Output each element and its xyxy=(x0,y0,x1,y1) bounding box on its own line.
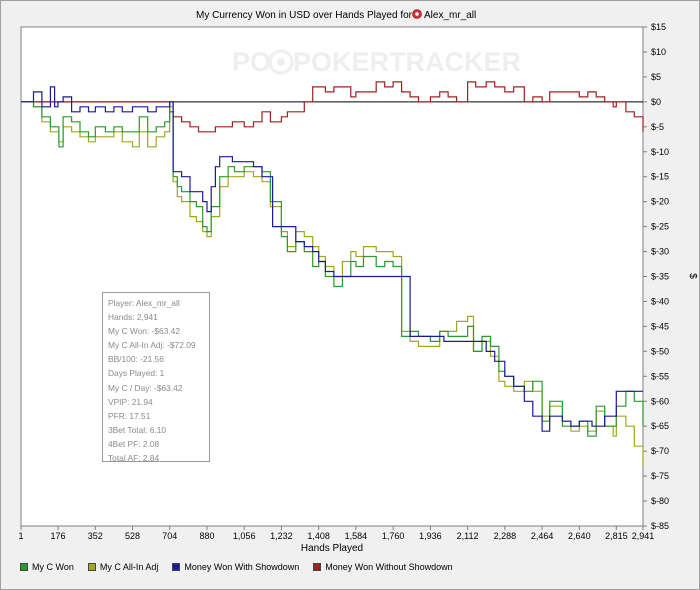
y-tick-label: $-25 xyxy=(651,222,669,232)
chart-player-name: Alex_mr_all xyxy=(424,10,476,21)
axes: $15 $10 $5 $0 $-5 $-10 $-15 $-20 $-25 $-30 $-35 $-4… xyxy=(18,22,669,541)
y-tick-label: $-20 xyxy=(651,197,669,207)
poker-chip-icon xyxy=(268,49,294,75)
x-tick-label: 2,941 xyxy=(632,531,655,541)
legend-item: Money Won Without Showdown xyxy=(313,562,453,572)
series-line-my-c-won xyxy=(21,101,644,437)
y-tick-label: $-30 xyxy=(651,247,669,257)
legend-label: My C All-In Adj xyxy=(99,562,159,572)
y-tick-label: $-10 xyxy=(651,147,669,157)
y-tick-label: $-75 xyxy=(651,471,669,481)
y-tick-label: $-70 xyxy=(651,446,669,456)
stats-line: VPIP: 21.94 xyxy=(108,396,153,407)
stats-line: BB/100: -21.56 xyxy=(108,354,164,365)
y-tick-label: $-5 xyxy=(651,122,664,132)
x-tick-label: 880 xyxy=(199,531,214,541)
y-tick-label: $15 xyxy=(651,22,666,32)
legend-item: My C Won xyxy=(20,562,74,572)
poker-icon xyxy=(412,9,422,19)
legend-label: Money Won Without Showdown xyxy=(325,562,453,572)
y-tick-label: $-85 xyxy=(651,521,669,531)
stats-line: My C Won: -$63.42 xyxy=(108,326,180,337)
x-tick-label: 2,288 xyxy=(494,531,517,541)
x-tick-label: 2,815 xyxy=(605,531,628,541)
x-tick-label: 176 xyxy=(51,531,66,541)
x-tick-label: 1 xyxy=(18,531,23,541)
y-tick-label: $-50 xyxy=(651,346,669,356)
legend-label: My C Won xyxy=(32,562,74,572)
legend: My C Won My C All-In Adj Money Won With Sh… xyxy=(20,559,680,575)
x-tick-label: 352 xyxy=(88,531,103,541)
stats-box: Player: Alex_mr_all Hands: 2,941 My C Won:… xyxy=(102,292,210,464)
stats-line: Total AF: 2.84 xyxy=(108,453,160,464)
stats-line: My C / Day: -$63.42 xyxy=(108,382,183,393)
y-tick-label: $-35 xyxy=(651,272,669,282)
legend-item: My C All-In Adj xyxy=(87,562,159,572)
x-tick-label: 528 xyxy=(125,531,140,541)
x-tick-label: 2,640 xyxy=(568,531,591,541)
y-tick-label: $10 xyxy=(651,47,666,57)
series-layer xyxy=(21,81,644,467)
stats-line: PFR: 17.51 xyxy=(108,410,151,421)
x-tick-label: 1,760 xyxy=(382,531,405,541)
legend-swatch xyxy=(313,563,322,571)
stats-line: Hands: 2,941 xyxy=(108,312,158,323)
legend-swatch xyxy=(20,563,28,571)
chart-title: My Currency Won in USD over Hands Played… xyxy=(196,10,413,21)
series-line-money-won-without-showdown xyxy=(21,81,644,133)
x-tick-label: 1,056 xyxy=(233,531,256,541)
x-tick-label: 2,464 xyxy=(531,531,554,541)
x-tick-label: 1,232 xyxy=(270,531,293,541)
x-tick-label: 704 xyxy=(162,531,177,541)
stats-line: 3Bet Total: 6.10 xyxy=(108,424,167,435)
y-tick-label: $-40 xyxy=(651,296,669,306)
svg-text:PO: PO xyxy=(232,47,271,77)
stats-line: Player: Alex_mr_all xyxy=(108,298,180,308)
y-tick-label: $-45 xyxy=(651,321,669,331)
series-line-money-won-with-showdown xyxy=(21,86,643,432)
y-tick-label: $-60 xyxy=(651,396,669,406)
y-tick-label: $5 xyxy=(651,72,661,82)
x-tick-label: 1,584 xyxy=(345,531,368,541)
x-tick-label: 2,112 xyxy=(457,531,479,541)
y-tick-label: $0 xyxy=(651,97,661,107)
legend-swatch xyxy=(172,563,181,571)
y-tick-label: $-80 xyxy=(651,496,669,506)
x-axis-label: Hands Played xyxy=(301,543,363,554)
y-axis-label: $ xyxy=(687,273,698,279)
legend-swatch xyxy=(87,563,96,571)
stats-line: My C All-In Adj: -$72.09 xyxy=(108,340,196,351)
watermark: PO POKERTRACKER xyxy=(232,47,521,77)
y-tick-label: $-65 xyxy=(651,421,669,431)
legend-label: Money Won With Showdown xyxy=(184,562,300,572)
legend-item: Money Won With Showdown xyxy=(172,562,299,572)
stats-line: Days Played: 1 xyxy=(108,368,165,379)
stats-line: 4Bet PF: 2.08 xyxy=(108,438,160,449)
y-tick-label: $-15 xyxy=(651,172,669,182)
y-tick-label: $-55 xyxy=(651,371,669,381)
x-tick-label: 1,408 xyxy=(307,531,330,541)
watermark-text: POKERTRACKER xyxy=(293,47,521,77)
x-tick-label: 1,936 xyxy=(419,531,442,541)
